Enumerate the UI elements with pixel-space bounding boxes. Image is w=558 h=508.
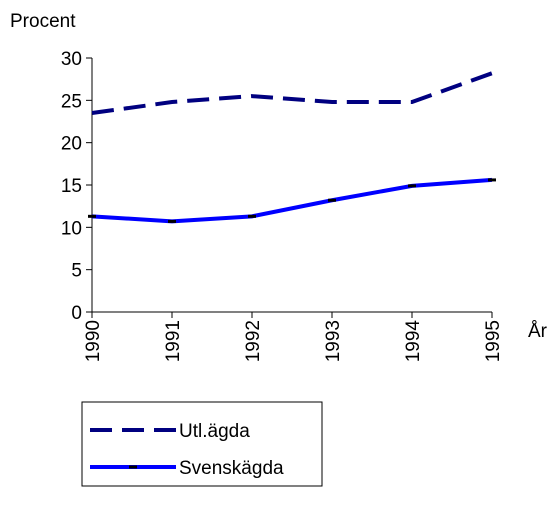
x-tick-label: 1991 xyxy=(163,320,184,362)
point-marker xyxy=(168,219,176,223)
x-tick-label: 1994 xyxy=(403,320,424,363)
y-tick-label: 0 xyxy=(71,303,82,324)
y-tick-label: 20 xyxy=(61,134,82,155)
legend-marker xyxy=(129,465,137,469)
point-marker xyxy=(408,184,416,188)
y-tick-label: 5 xyxy=(71,261,82,282)
y-axis-label: Procent xyxy=(10,11,76,32)
point-marker xyxy=(328,198,336,202)
point-marker xyxy=(488,178,496,182)
y-tick-label: 15 xyxy=(61,176,82,197)
legend-box xyxy=(81,401,323,487)
point-marker xyxy=(88,214,96,218)
x-axis-label: År xyxy=(528,321,548,342)
legend-label: Svenskägda xyxy=(179,458,284,479)
series-line xyxy=(91,71,493,116)
x-tick-label: 1992 xyxy=(243,320,264,362)
x-tick-label: 1993 xyxy=(323,320,344,362)
legend-label: Utl.ägda xyxy=(179,421,250,442)
y-tick-label: 25 xyxy=(61,91,82,112)
x-tick-label: 1995 xyxy=(483,320,504,362)
x-tick-label: 1990 xyxy=(83,320,104,362)
y-tick-label: 10 xyxy=(61,218,82,239)
series-line xyxy=(91,177,493,224)
point-marker xyxy=(248,214,256,218)
y-tick-label: 30 xyxy=(61,49,82,70)
